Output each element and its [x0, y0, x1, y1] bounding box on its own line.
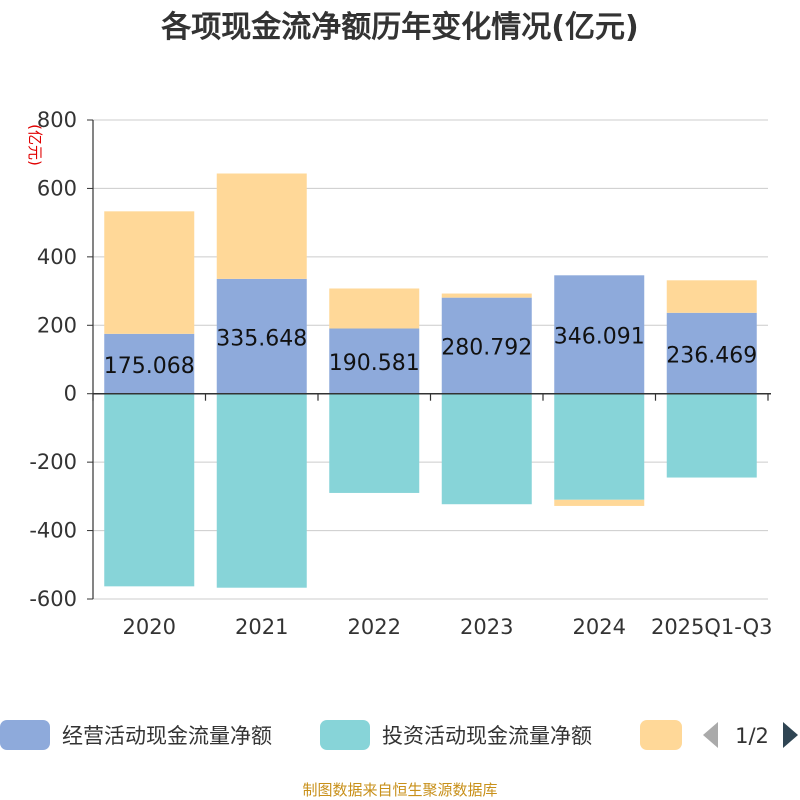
chart-title: 各项现金流净额历年变化情况(亿元) — [160, 10, 638, 45]
footer-source: 制图数据来自恒生聚源数据库 — [302, 781, 497, 799]
legend: 经营活动现金流量净额 投资活动现金流量净额 1/2 — [0, 720, 798, 750]
bar-2021-series-2 — [216, 173, 307, 279]
data-label: 335.648 — [216, 326, 307, 351]
y-tick-label: 0 — [64, 382, 77, 406]
data-label: 236.469 — [666, 343, 757, 368]
axes — [87, 119, 771, 600]
x-tick-label: 2021 — [235, 615, 288, 639]
y-tick-label: 200 — [37, 313, 77, 337]
gridlines — [93, 119, 768, 600]
legend-swatch-0 — [0, 720, 50, 750]
legend-label-0: 经营活动现金流量净额 — [62, 724, 272, 748]
legend-next-icon[interactable] — [783, 722, 798, 748]
y-tick-label: 800 — [37, 108, 77, 132]
data-label: 175.068 — [104, 354, 195, 379]
bar-2022-series-1 — [329, 393, 420, 493]
bar-2020-series-1 — [104, 393, 195, 587]
bar-2020-series-0 — [104, 333, 195, 394]
y-tick-label: 600 — [37, 176, 77, 200]
bar-2024-series-1 — [554, 393, 645, 500]
x-tick-labels: 2020 2021 2022 2023 2024 2025Q1-Q3 — [123, 615, 773, 639]
x-tick-label: 2023 — [460, 615, 513, 639]
legend-page-indicator: 1/2 — [735, 724, 769, 748]
y-tick-label: -600 — [29, 587, 77, 611]
bar-2023-series-2 — [441, 293, 532, 298]
x-tick-label: 2024 — [573, 615, 626, 639]
bar-2024-series-0 — [554, 275, 645, 394]
bar-2025Q1-Q3-series-0 — [666, 312, 757, 394]
bars — [104, 173, 757, 588]
bar-2022-series-2 — [329, 288, 420, 329]
bar-2023-series-1 — [441, 393, 532, 505]
bar-2022-series-0 — [329, 328, 420, 394]
legend-swatch-1 — [320, 720, 370, 750]
data-label: 280.792 — [441, 336, 532, 361]
x-tick-label: 2020 — [123, 615, 176, 639]
bar-2025Q1-Q3-series-2 — [666, 280, 757, 313]
bar-2020-series-2 — [104, 211, 195, 334]
legend-label-1: 投资活动现金流量净额 — [382, 724, 592, 748]
x-tick-label: 2025Q1-Q3 — [651, 615, 773, 639]
legend-prev-icon[interactable] — [703, 722, 718, 748]
bar-2021-series-1 — [216, 393, 307, 588]
y-tick-labels: 800 600 400 200 0 -200 -400 -600 — [29, 108, 77, 611]
x-tick-label: 2022 — [348, 615, 401, 639]
y-tick-label: -400 — [29, 519, 77, 543]
bar-2023-series-0 — [441, 297, 532, 394]
bar-2025Q1-Q3-series-1 — [666, 393, 757, 478]
y-tick-label: 400 — [37, 245, 77, 269]
y-tick-label: -200 — [29, 450, 77, 474]
y-axis-unit: (亿元) — [26, 124, 44, 166]
bar-2024-series-2 — [554, 499, 645, 506]
bar-2021-series-0 — [216, 278, 307, 394]
data-label: 190.581 — [329, 351, 420, 376]
data-labels: 175.068 335.648 190.581 280.792 346.091 236.4… — [104, 325, 757, 379]
data-label: 346.091 — [554, 325, 645, 350]
legend-swatch-2 — [640, 720, 682, 750]
